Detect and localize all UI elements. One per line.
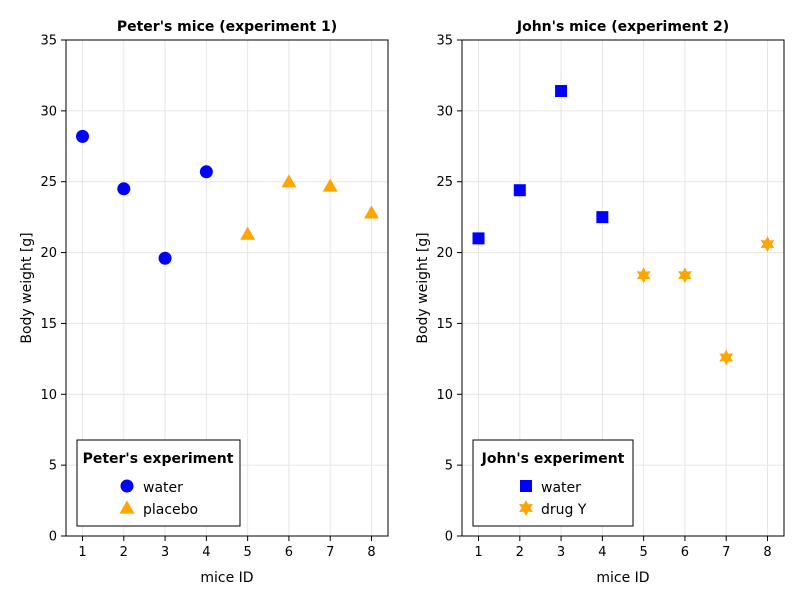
legend-symbol-placebo [119, 500, 135, 514]
legend-marker-water [120, 479, 134, 493]
chart-title: John's mice (experiment 2) [516, 19, 729, 35]
data-point-placebo [281, 174, 297, 188]
x-tick-label: 7 [326, 545, 334, 560]
x-axis-label: mice ID [200, 570, 253, 586]
data-point-placebo [322, 178, 338, 192]
legend-box [472, 439, 634, 527]
legend-label-drug-y: drug Y [541, 502, 587, 518]
x-tick-label: 2 [120, 545, 128, 560]
data-point-drug-y [760, 236, 775, 253]
x-tick-label: 3 [161, 545, 169, 560]
y-tick-label: 30 [40, 104, 57, 119]
data-point-drug-y [719, 349, 734, 366]
legend-title: John's experiment [481, 451, 625, 467]
y-tick-label: 25 [436, 175, 453, 190]
x-tick-label: 1 [474, 545, 482, 560]
data-point-water [117, 182, 131, 196]
legend-label-water: water [541, 480, 581, 496]
x-tick-label: 3 [557, 545, 565, 560]
y-tick-label: 20 [436, 246, 453, 261]
data-point-placebo [240, 226, 256, 240]
legend-marker-drug-y [519, 500, 533, 516]
plot-area [76, 129, 379, 265]
legend-box [76, 439, 241, 527]
data-point-drug-y [677, 267, 692, 284]
y-tick-label: 5 [49, 459, 57, 474]
x-tick-label: 7 [722, 545, 730, 560]
axes: 1 2 3 4 5 6 7 8 0 5 10 15 20 25 30 35 [436, 34, 785, 560]
plot-frame [65, 39, 389, 537]
legend-label-water: water [143, 480, 183, 496]
y-tick-label: 35 [436, 34, 453, 49]
panel-johns-mice: John's mice (experiment 2) 1 2 3 4 5 6 7 805101… [415, 19, 785, 586]
x-tick-label: 6 [285, 545, 293, 560]
x-tick-label: 5 [640, 545, 648, 560]
x-tick-label: 6 [681, 545, 689, 560]
legend-marker-water [520, 480, 532, 492]
y-tick-label: 15 [40, 317, 57, 332]
x-tick-label: 2 [516, 545, 524, 560]
data-point-drug-y [636, 267, 651, 284]
y-axis-label: Body weight [g] [415, 232, 431, 343]
legend-symbol-water [520, 480, 532, 492]
data-point-water [76, 129, 90, 143]
data-point-water [513, 184, 526, 197]
x-tick-label: 8 [763, 545, 771, 560]
x-axis-label: mice ID [596, 570, 649, 586]
plot-area [472, 85, 775, 366]
legend-symbol-water [120, 479, 134, 493]
y-tick-label: 20 [40, 246, 57, 261]
legend-symbol-drug-y [519, 500, 533, 516]
y-tick-label: 25 [40, 175, 57, 190]
x-tick-label: 8 [367, 545, 375, 560]
data-point-placebo [363, 205, 379, 219]
y-tick-label: 5 [445, 459, 453, 474]
grid [66, 39, 388, 537]
chart-title: Peter's mice (experiment 1) [117, 19, 337, 35]
data-point-water [158, 251, 172, 265]
y-tick-label: 0 [49, 530, 57, 545]
y-tick-label: 35 [40, 34, 57, 49]
y-tick-label: 10 [40, 388, 57, 403]
y-tick-label: 15 [436, 317, 453, 332]
x-tick-label: 4 [202, 545, 210, 560]
legend-title: Peter's experiment [83, 451, 234, 467]
legend: Peter's experiment water placebo [76, 439, 241, 527]
data-point-water [555, 85, 568, 98]
x-tick-label: 4 [598, 545, 606, 560]
data-point-water [596, 211, 609, 224]
y-axis-label: Body weight [g] [19, 232, 35, 343]
y-tick-label: 30 [436, 104, 453, 119]
legend: John's experiment water drug Y [472, 439, 634, 527]
legend-label-placebo: placebo [143, 502, 198, 518]
axes: 1 2 3 4 5 6 7 8 0 5 10 15 20 25 30 35 [40, 34, 389, 560]
panel-peters-mice: Peter's mice (experiment 1) 1 2 3 4 5 6 7 8 0 5 10… [19, 19, 389, 586]
data-point-water [472, 232, 485, 245]
y-tick-label: 0 [445, 530, 453, 545]
legend-marker-placebo [119, 500, 135, 514]
y-tick-label: 10 [436, 388, 453, 403]
data-point-water [199, 165, 213, 179]
plot-frame [461, 39, 785, 537]
x-tick-label: 5 [244, 545, 252, 560]
x-tick-label: 1 [78, 545, 86, 560]
